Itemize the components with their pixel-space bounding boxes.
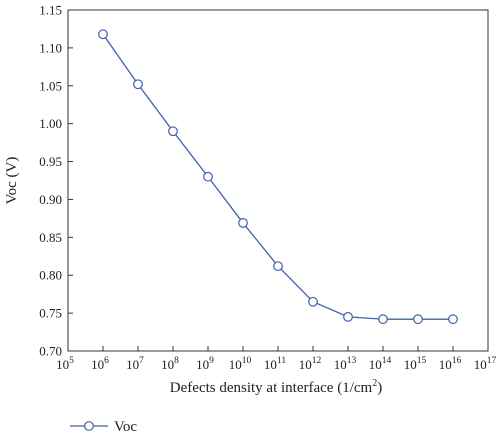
data-point: [448, 314, 458, 325]
data-point: [308, 296, 318, 307]
data-point: [98, 29, 108, 40]
x-axis-title-sup: 2: [372, 378, 377, 389]
x-tick-label: 1012: [299, 356, 322, 372]
x-tick-label: 1015: [404, 356, 427, 372]
legend: Voc: [70, 419, 137, 435]
y-tick-label: 1.15: [39, 3, 62, 18]
series-layer: [98, 29, 458, 325]
data-point: [168, 126, 178, 137]
y-tick-label: 0.75: [39, 306, 62, 321]
x-tick-label: 105: [56, 356, 74, 372]
x-tick-label: 106: [91, 356, 109, 372]
data-point: [343, 312, 353, 322]
y-axis-title: Voc (V): [4, 157, 20, 205]
x-tick-label: 1010: [229, 356, 252, 372]
y-tick-label: 0.95: [39, 154, 62, 169]
series-line: [102, 33, 453, 320]
y-tick-label: 1.05: [39, 78, 62, 93]
plot-frame: [67, 9, 489, 352]
x-tick-label: 1011: [264, 356, 286, 372]
data-point: [413, 314, 423, 325]
x-axis-title-suffix: ): [377, 380, 382, 396]
y-tick-label: 0.80: [39, 268, 62, 283]
y-tick-label: 1.10: [39, 40, 62, 55]
legend-label: Voc: [114, 419, 137, 435]
x-tick-label: 1017: [474, 356, 497, 372]
data-point: [133, 79, 143, 90]
data-point: [238, 218, 248, 228]
data-point: [378, 314, 388, 325]
x-tick-label: 109: [196, 356, 214, 372]
y-tick-label: 0.85: [39, 230, 62, 245]
data-point: [203, 171, 213, 182]
y-tick-label: 1.00: [39, 116, 62, 131]
x-tick-label: 107: [126, 356, 144, 372]
x-tick-label: 1016: [439, 356, 462, 372]
x-tick-label: 108: [161, 356, 179, 372]
y-tick-label: 0.70: [39, 344, 62, 359]
x-tick-label: 1014: [369, 356, 392, 372]
y-tick-label: 0.90: [39, 192, 62, 207]
data-point: [273, 261, 283, 272]
x-axis-title: Defects density at interface (1/cm2): [170, 378, 382, 396]
legend-marker: [84, 421, 94, 431]
x-tick-label: 1013: [334, 356, 357, 372]
axis-ticks: 0.70 0.75 0.80 0.85 0.90 0.95 1.00 1.05 1.10 1.15…: [39, 3, 496, 373]
x-axis-title-main: Defects density at interface (1/cm: [170, 380, 373, 396]
